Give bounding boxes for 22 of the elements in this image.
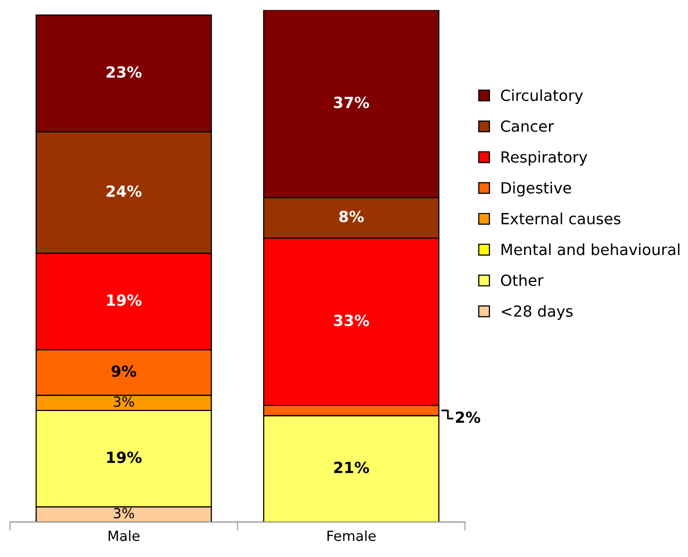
data-label: 23% (106, 66, 142, 78)
legend-label: Other (500, 274, 544, 286)
data-label: 8% (339, 210, 364, 222)
data-label: 24% (106, 185, 142, 197)
legend-label: Digestive (502, 182, 572, 197)
data-label: 33% (334, 314, 370, 326)
legend-label: <28 days (502, 305, 573, 320)
legend-label: Respiratory (502, 150, 588, 166)
data-label: 19% (107, 452, 142, 464)
legend-label: Cancer (500, 120, 554, 132)
data-label: 3% (114, 396, 134, 407)
legend-label: External causes (502, 212, 620, 224)
data-label: 2% (456, 411, 480, 424)
data-label: 19% (107, 294, 142, 306)
x-tick-label: Male (108, 530, 140, 542)
data-label: 3% (114, 508, 134, 518)
data-label: 21% (334, 462, 370, 474)
legend-label: Mental and behavioural (502, 243, 680, 256)
data-label: 37% (334, 96, 370, 108)
data-label: 9% (112, 365, 136, 377)
x-tick-label: Female (328, 530, 376, 542)
legend-label: Circulatory (500, 89, 583, 104)
